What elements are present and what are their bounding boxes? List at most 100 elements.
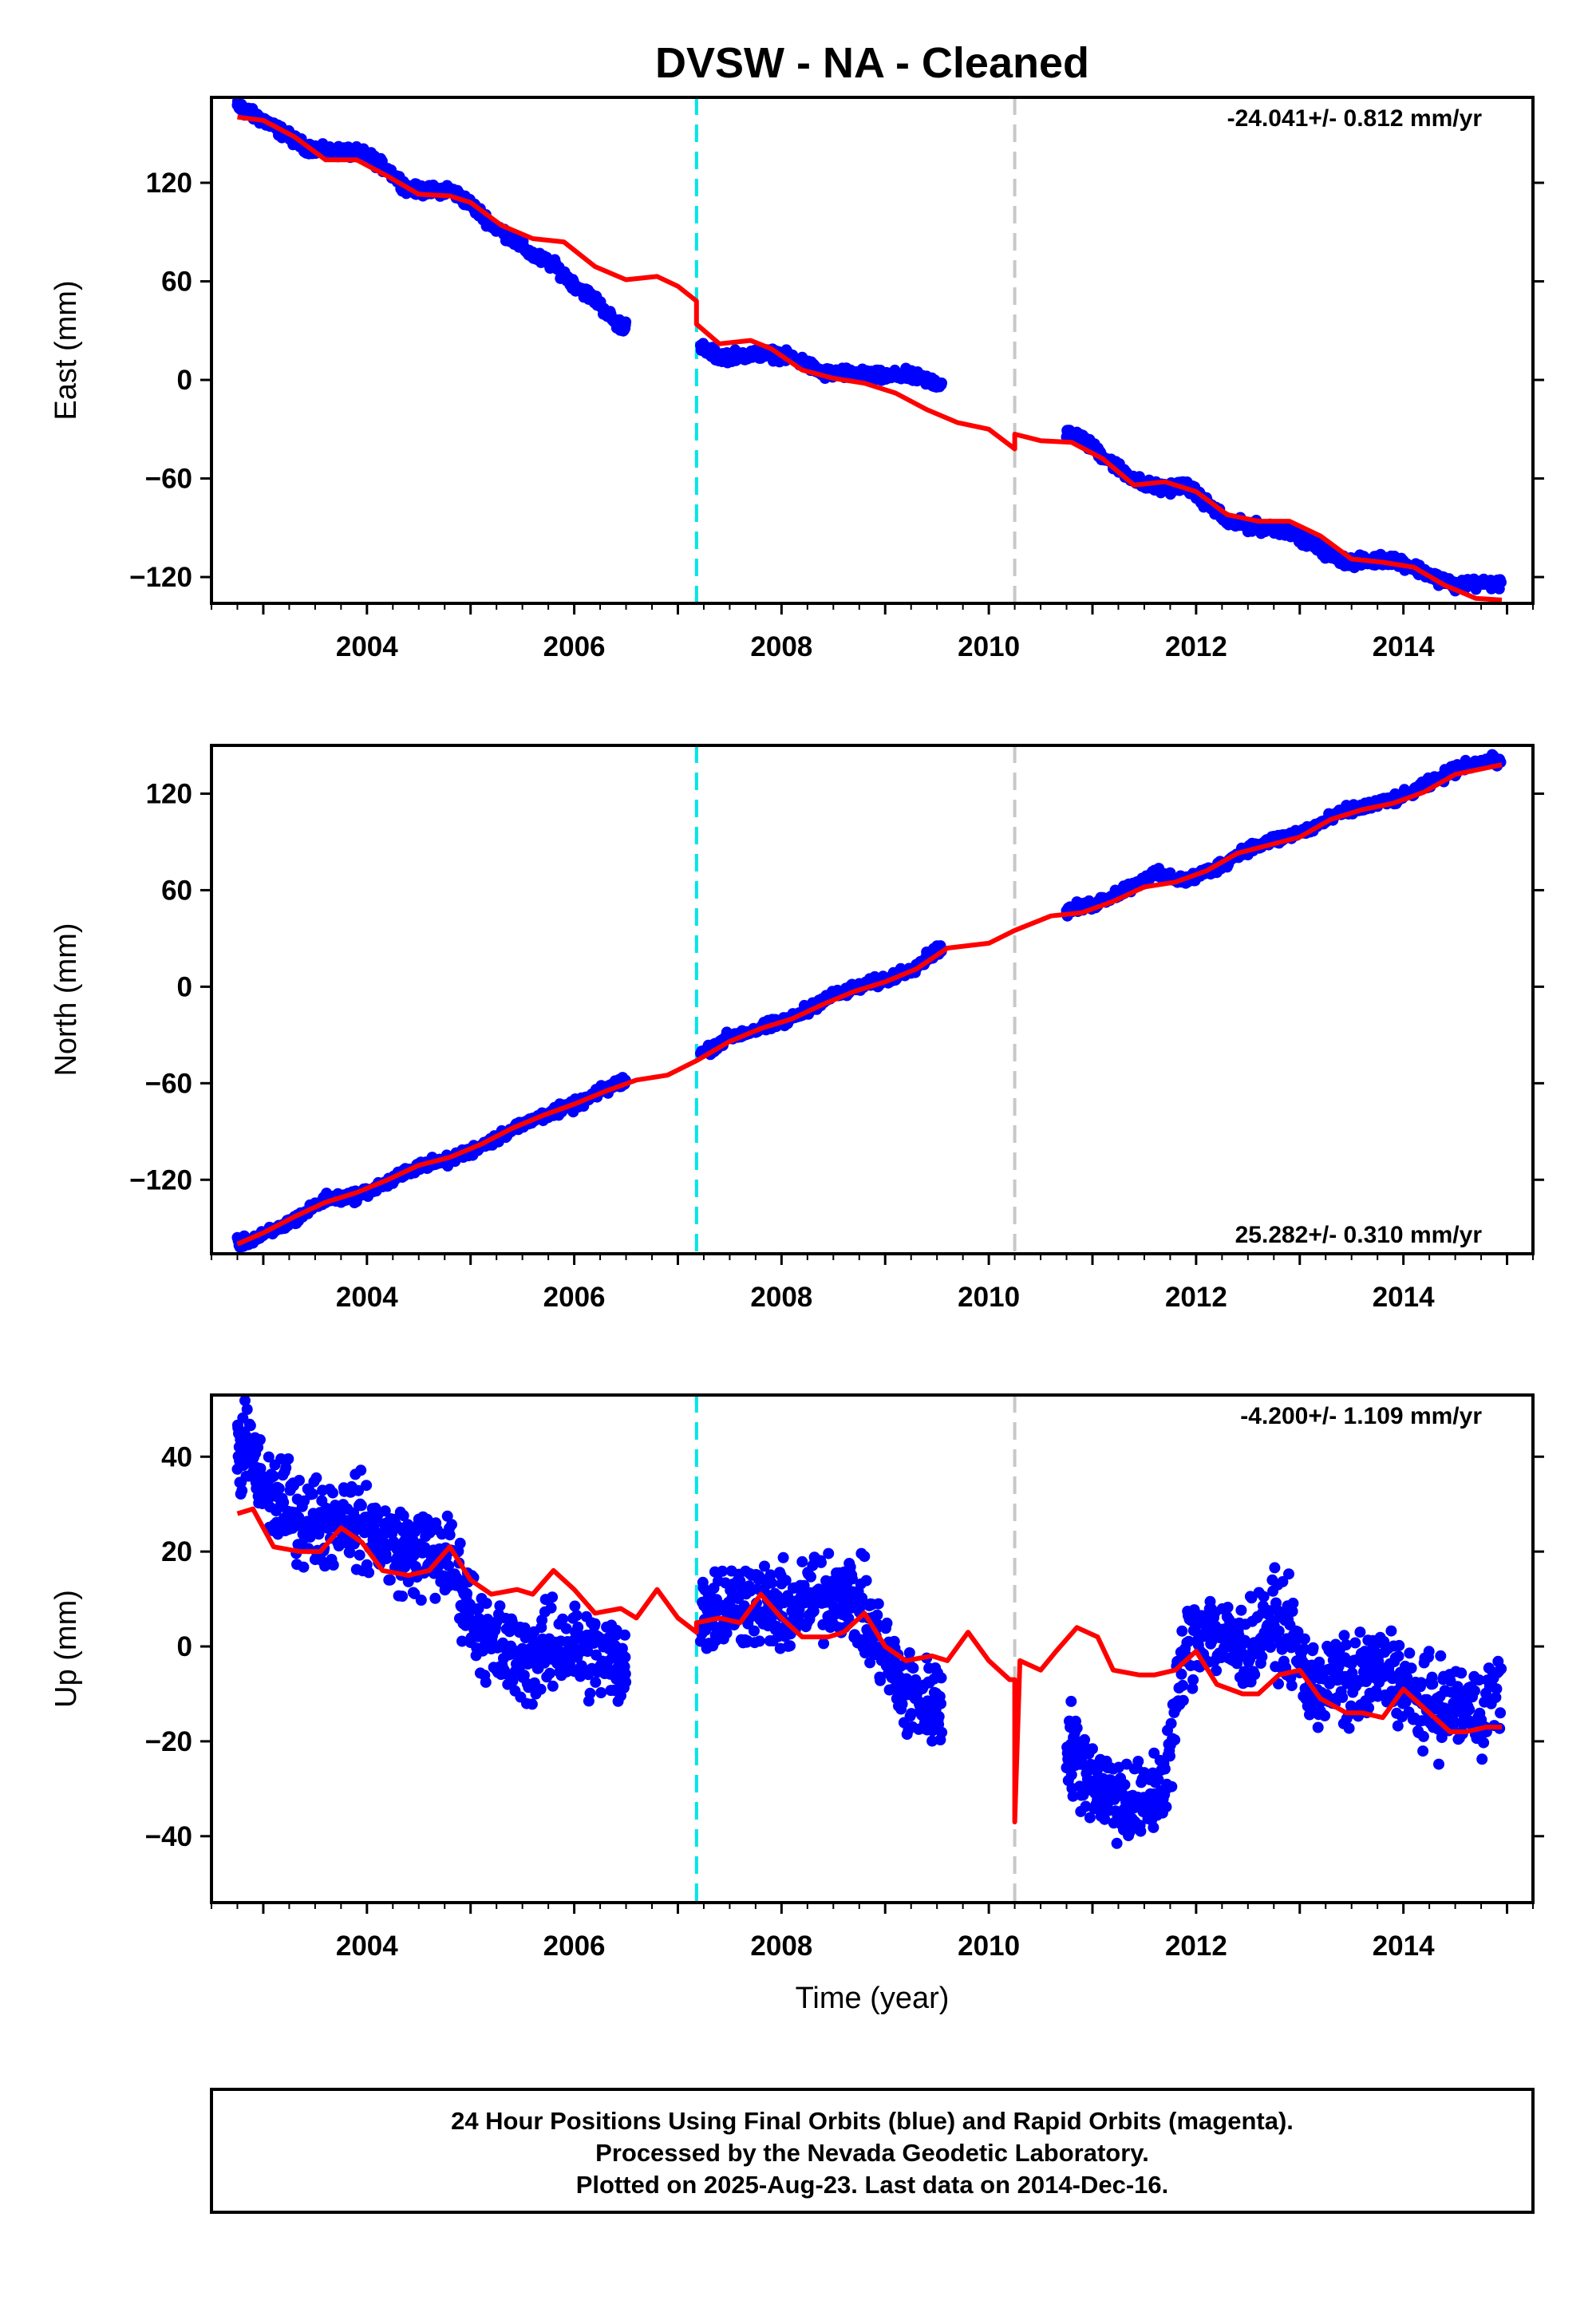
data-point: [254, 1434, 266, 1445]
data-point: [263, 1451, 275, 1463]
data-point: [936, 377, 947, 389]
data-point: [1222, 1602, 1234, 1613]
data-point: [595, 1687, 607, 1698]
data-point: [1464, 1704, 1476, 1716]
data-point: [354, 1549, 365, 1561]
data-point: [881, 1617, 893, 1629]
data-point: [1333, 1661, 1345, 1672]
data-point: [859, 1647, 871, 1658]
data-point: [1164, 1750, 1175, 1762]
data-point: [864, 1657, 876, 1669]
x-tick-label: 2014: [1373, 1931, 1435, 1962]
footer-box: 24 Hour Positions Using Final Orbits (bl…: [210, 2088, 1535, 2214]
data-point: [1177, 1694, 1189, 1706]
data-point: [397, 1591, 409, 1603]
data-point: [1286, 1680, 1298, 1692]
y-tick-label: −20: [145, 1726, 192, 1757]
model-line: [236, 1506, 1502, 1824]
panel-frame: [210, 1393, 1535, 1904]
data-point: [1312, 1721, 1324, 1733]
data-point: [545, 1602, 557, 1614]
data-point: [1148, 1747, 1160, 1759]
data-point: [1165, 1717, 1177, 1729]
data-point: [560, 1622, 572, 1634]
rate-label: 25.282+/- 0.310 mm/yr: [1235, 1222, 1483, 1248]
data-point: [429, 1592, 441, 1604]
data-point: [1269, 1562, 1281, 1574]
data-point: [1338, 1630, 1350, 1642]
data-point: [1132, 1756, 1144, 1767]
data-point: [1177, 1679, 1189, 1691]
data-point: [1436, 1732, 1448, 1744]
y-tick-label: −120: [129, 562, 192, 593]
x-tick-label: 2006: [543, 1282, 606, 1313]
data-point: [355, 1464, 367, 1476]
data-point: [816, 1556, 827, 1568]
data-point: [1495, 1663, 1507, 1674]
data-point: [843, 1613, 855, 1624]
y-axis-label: Up (mm): [49, 1590, 83, 1708]
data-point: [379, 1505, 391, 1517]
x-tick-label: 2008: [750, 631, 812, 662]
data-point: [241, 1404, 253, 1415]
data-point: [1417, 1730, 1429, 1742]
data-point: [480, 1676, 492, 1688]
data-point: [1176, 1625, 1188, 1637]
data-point: [926, 1735, 938, 1747]
data-point: [619, 1651, 631, 1663]
plot-area: [231, 749, 1507, 1253]
data-point: [859, 1551, 871, 1563]
data-point: [1166, 1780, 1178, 1792]
y-tick-label: 60: [161, 875, 192, 906]
north-panel: −120 −60 0 60 120 2004 2006 2008 2010 2012 2014 25.…: [49, 744, 1544, 1313]
data-point: [1340, 1639, 1352, 1650]
data-point: [310, 1472, 322, 1484]
up-panel: −40 −20 0 20 40 2004 2006 2008 2010 2012 2014 -4.20…: [49, 1393, 1544, 1962]
x-tick-label: 2012: [1165, 1931, 1227, 1962]
x-tick-label: 2012: [1165, 631, 1227, 662]
data-point: [1314, 1656, 1325, 1668]
data-point: [1349, 1637, 1361, 1649]
data-point: [1111, 1837, 1123, 1849]
data-point: [1476, 1753, 1488, 1765]
data-point: [355, 1500, 367, 1512]
data-point: [1148, 1821, 1159, 1833]
data-point: [1088, 1775, 1100, 1787]
data-point: [808, 1605, 820, 1617]
data-point: [456, 1635, 468, 1647]
data-point: [327, 1487, 338, 1499]
y-tick-label: 40: [161, 1441, 192, 1472]
data-point: [1258, 1591, 1270, 1603]
data-point: [298, 1561, 310, 1573]
data-point: [1417, 1745, 1429, 1757]
data-point: [896, 1698, 908, 1710]
y-axis-label: East (mm): [49, 280, 83, 420]
data-point: [1249, 1669, 1261, 1681]
data-point: [872, 1598, 884, 1610]
data-point: [1448, 1717, 1460, 1728]
data-point: [620, 1676, 632, 1688]
data-point: [544, 1667, 555, 1679]
data-point: [327, 1559, 339, 1571]
data-point: [1283, 1568, 1294, 1580]
data-point: [1286, 1606, 1298, 1617]
data-point: [480, 1598, 492, 1609]
data-point: [397, 1510, 409, 1522]
data-point: [1235, 1604, 1247, 1616]
data-point: [1211, 1665, 1223, 1677]
y-tick-label: 120: [146, 168, 192, 199]
data-point: [1187, 1682, 1199, 1694]
data-point: [344, 1547, 356, 1559]
data-point: [494, 1600, 506, 1612]
data-point: [557, 1613, 569, 1625]
data-point: [589, 1618, 601, 1630]
data-point: [1080, 1800, 1092, 1812]
data-point: [1319, 1709, 1331, 1721]
data-point: [796, 1555, 808, 1567]
footer-line-2: Processed by the Nevada Geodetic Laborat…: [595, 2139, 1149, 2167]
data-point: [1495, 1707, 1507, 1719]
y-tick-label: 60: [161, 267, 192, 298]
data-point: [1478, 1737, 1490, 1749]
data-point: [1393, 1639, 1405, 1651]
footer-line-3: Plotted on 2025-Aug-23. Last data on 201…: [576, 2171, 1169, 2199]
